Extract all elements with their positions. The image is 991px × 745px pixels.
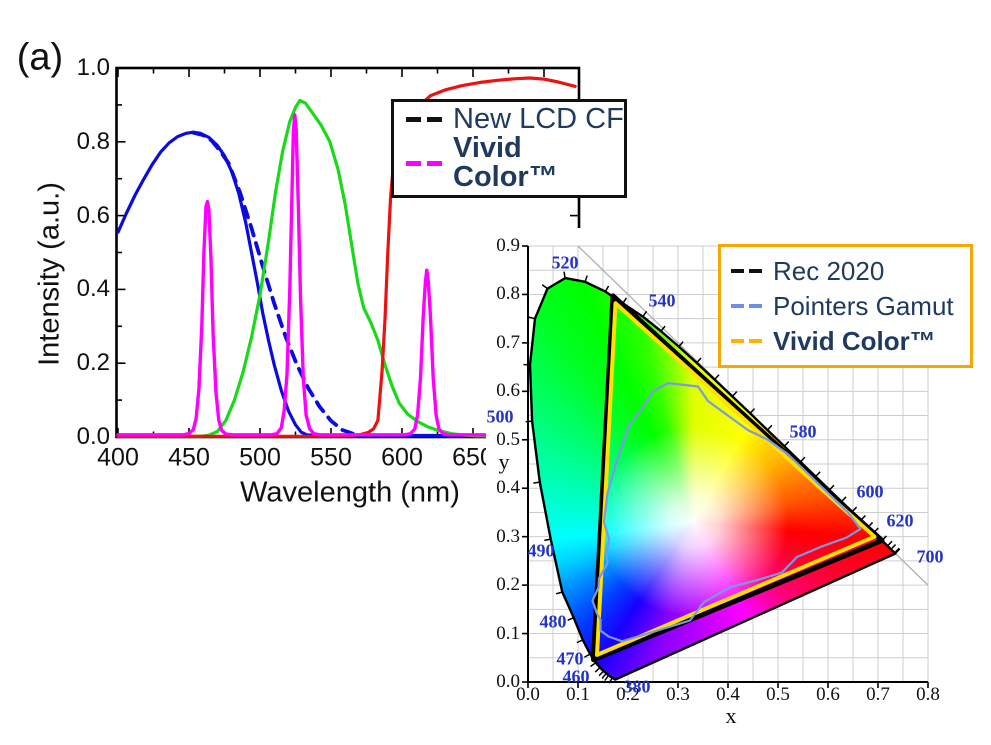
legend-label: Pointers Gamut bbox=[773, 291, 954, 321]
legend-label: New LCD CF bbox=[453, 102, 624, 135]
dash-swatch-icon bbox=[731, 338, 762, 344]
cie-x-tick-label: 0.2 bbox=[616, 684, 640, 705]
cie-y-tick-label: 0.3 bbox=[496, 525, 520, 547]
cie-y-tick-label: 0.7 bbox=[496, 331, 520, 353]
spectra-x-tick-label: 500 bbox=[239, 443, 281, 472]
cie-wavelength-label: 480 bbox=[539, 611, 567, 632]
cie-wavelength-label: 470 bbox=[556, 648, 584, 669]
spectra-x-tick-label: 400 bbox=[97, 443, 139, 472]
cie-x-axis-title: x bbox=[725, 703, 737, 728]
cie-diagram: 0.0 0.1 0.2 0.3 0.4 0.5 0.6 0.7 0.8 0.0 0.1 0.2 0.3 0… bbox=[486, 228, 991, 745]
legend-item-pointers-gamut: Pointers Gamut bbox=[731, 293, 970, 319]
spectra-y-tick-label: 0.2 bbox=[76, 349, 110, 377]
cie-wavelength-label: 460 bbox=[562, 666, 590, 687]
cie-y-tick-label: 0.2 bbox=[496, 574, 520, 596]
cie-x-tick-label: 0.8 bbox=[916, 684, 940, 705]
y-axis-title: Intensity (a.u.) bbox=[33, 182, 66, 366]
cie-overlays bbox=[522, 245, 929, 688]
cie-y-tick-label: 0.4 bbox=[496, 477, 520, 499]
cie-y-tick-label: 0.9 bbox=[496, 235, 520, 256]
legend-item-vivid-color: Vivid Color™ bbox=[406, 134, 624, 192]
spectra-y-tick-label: 0.8 bbox=[76, 127, 110, 155]
cie-y-tick-label: 0.0 bbox=[496, 671, 520, 692]
cie-x-tick-label: 0.1 bbox=[566, 684, 590, 705]
spectra-y-tick-label: 1.0 bbox=[76, 54, 110, 81]
legend-item-new-lcd-cf: New LCD CF bbox=[406, 102, 624, 135]
x-axis-title: Wavelength (nm) bbox=[240, 476, 460, 509]
dash-swatch-icon bbox=[731, 268, 762, 274]
cie-y-tick-label: 0.8 bbox=[496, 283, 520, 305]
cie-legend: Rec 2020 Pointers Gamut Vivid Color™ bbox=[718, 244, 973, 368]
dash-swatch-icon bbox=[406, 160, 442, 166]
figure-label: (a) bbox=[16, 36, 64, 79]
cie-y-tick-label: 0.5 bbox=[496, 428, 520, 450]
cie-x-tick-label: 0.4 bbox=[716, 684, 740, 705]
cie-wavelength-label: 600 bbox=[856, 481, 884, 502]
dash-swatch-icon bbox=[406, 116, 442, 122]
spectra-x-tick-label: 600 bbox=[381, 443, 423, 472]
cie-wavelength-label: 380 bbox=[623, 676, 651, 697]
legend-label: Vivid Color™ bbox=[453, 132, 558, 194]
spectra-y-tick-label: 0.6 bbox=[76, 201, 110, 229]
cie-x-tick-label: 0.0 bbox=[516, 684, 540, 705]
cie-wavelength-label: 620 bbox=[886, 510, 914, 531]
dash-swatch-icon bbox=[731, 303, 762, 309]
spectra-legend: New LCD CF Vivid Color™ bbox=[391, 99, 627, 198]
cie-y-axis-title: y bbox=[498, 449, 510, 474]
cie-y-tick-label: 0.6 bbox=[496, 380, 520, 402]
spectra-x-tick-label: 550 bbox=[310, 443, 352, 472]
cie-wavelength-label: 540 bbox=[648, 290, 676, 311]
cie-x-tick-label: 0.7 bbox=[866, 684, 890, 705]
cie-x-tick-label: 0.5 bbox=[766, 684, 790, 705]
cie-wavelength-label: 520 bbox=[551, 252, 579, 273]
legend-item-rec-2020: Rec 2020 bbox=[731, 258, 970, 284]
legend-label: Vivid Color™ bbox=[773, 326, 936, 356]
cie-y-tick-label: 0.1 bbox=[496, 622, 520, 644]
cie-wavelength-label: 490 bbox=[527, 540, 555, 561]
spectra-y-tick-label: 0.4 bbox=[76, 275, 110, 303]
cie-x-tick-label: 0.3 bbox=[666, 684, 690, 705]
legend-label: Rec 2020 bbox=[773, 256, 885, 286]
cie-wavelength-label: 580 bbox=[789, 421, 817, 442]
spectra-x-tick-label: 450 bbox=[168, 443, 210, 472]
legend-item-vivid-color: Vivid Color™ bbox=[731, 328, 970, 354]
cie-wavelength-label: 700 bbox=[916, 546, 944, 567]
spectra-y-tick-label: 0.0 bbox=[76, 423, 110, 450]
cie-wavelength-label: 500 bbox=[486, 406, 514, 427]
cie-x-tick-label: 0.6 bbox=[816, 684, 840, 705]
